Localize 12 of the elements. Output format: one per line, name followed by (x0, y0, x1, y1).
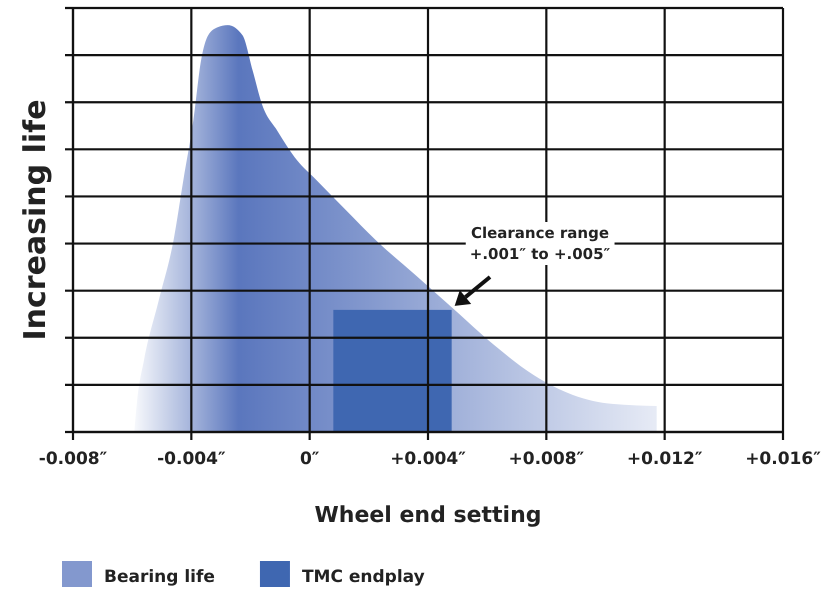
x-tick-label: +0.004″ (390, 449, 466, 469)
x-tick-label: +0.016″ (745, 449, 822, 469)
x-tick-label: +0.008″ (508, 449, 585, 469)
x-tick-label: -0.008″ (38, 449, 108, 469)
x-tick-label: +0.012″ (626, 449, 703, 469)
legend-label: TMC endplay (302, 567, 425, 587)
annotation: Clearance range +.001″ to +.005″ (470, 224, 611, 263)
legend-label: Bearing life (104, 567, 215, 587)
x-axis-title: Wheel end setting (314, 503, 542, 528)
x-tick-label: 0″ (300, 449, 320, 469)
y-axis-title: Increasing life (18, 99, 53, 341)
x-tick-label: -0.004″ (157, 449, 226, 469)
